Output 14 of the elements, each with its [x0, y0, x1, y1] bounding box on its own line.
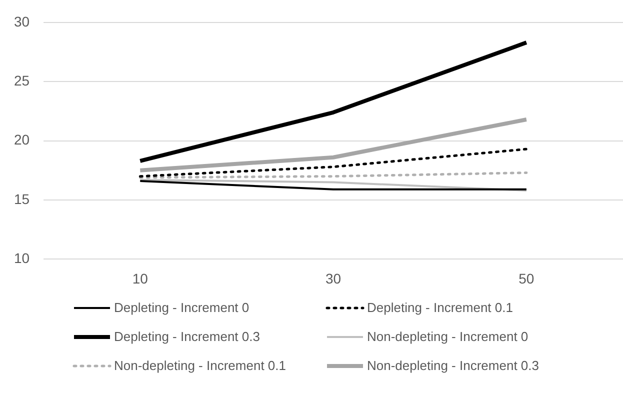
x-tick-label: 30 — [325, 270, 342, 286]
y-tick-label: 30 — [14, 13, 30, 30]
legend-label: Depleting - Increment 0 — [114, 300, 250, 315]
y-tick-label: 15 — [14, 190, 30, 207]
x-tick-label: 50 — [518, 270, 534, 286]
y-tick-label: 10 — [14, 250, 30, 266]
legend-label: Depleting - Increment 0.1 — [367, 300, 513, 315]
x-tick-label: 10 — [132, 270, 148, 286]
y-tick-label: 20 — [14, 132, 30, 148]
legend-label: Non-depleting - Increment 0.3 — [367, 358, 539, 373]
legend-label: Non-depleting - Increment 0.1 — [114, 358, 286, 373]
legend-label: Non-depleting - Increment 0 — [367, 329, 528, 344]
y-tick-label: 25 — [14, 72, 30, 88]
legend-label: Depleting - Increment 0.3 — [114, 329, 260, 344]
